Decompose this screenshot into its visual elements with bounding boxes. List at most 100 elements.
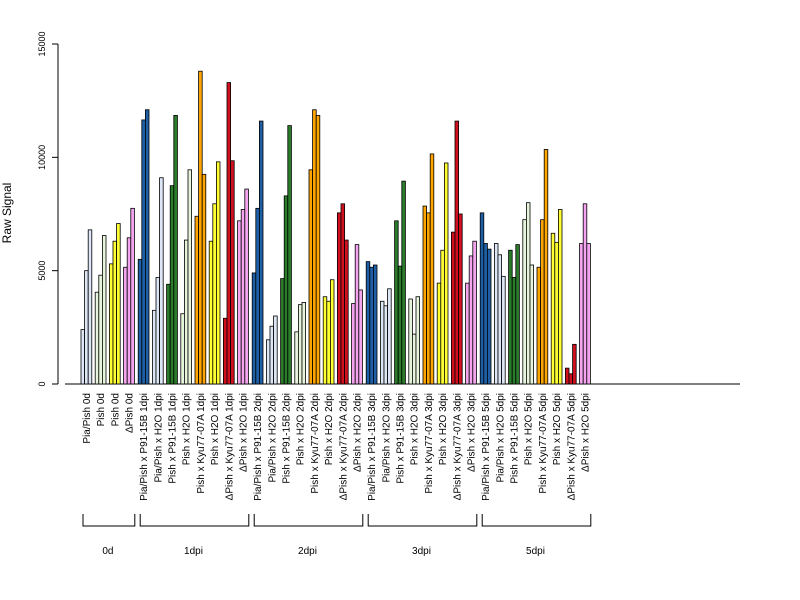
bar — [372, 264, 378, 385]
x-tick-label: Pish x H2O 3dpi — [410, 393, 421, 465]
bar — [572, 343, 577, 385]
bar — [493, 243, 499, 385]
group-bracket — [253, 514, 364, 527]
bar — [379, 300, 385, 385]
x-tick-label: Pia/Pish x H2O 3dpi — [381, 393, 392, 483]
group-bracket — [139, 514, 250, 527]
bar — [511, 277, 517, 385]
x-tick-label: ΔPish x Kyu77-07A 3dpi — [452, 393, 463, 500]
bar — [151, 309, 157, 385]
bar — [169, 185, 175, 385]
x-tick-label: ΔPish x Kyu77-07A 2dpi — [338, 393, 349, 500]
bar — [429, 153, 435, 385]
bar — [411, 333, 417, 385]
bar — [180, 313, 185, 385]
x-tick-label: Pish x H2O 5dpi — [524, 393, 535, 465]
bar — [568, 373, 573, 385]
bar — [269, 325, 274, 385]
x-tick-label: ΔPish x Kyu77-07A 1dpi — [224, 393, 235, 500]
bar — [465, 282, 470, 385]
x-tick-labels: Pia/Pish 0d Pish 0d Pish 0d ΔPish 0d Pia/Pis… — [82, 393, 592, 501]
bar — [198, 70, 203, 385]
bar — [468, 255, 474, 385]
y-tick-label: 0 — [37, 381, 47, 386]
bar — [280, 278, 285, 385]
group-label: 2dpi — [298, 546, 317, 557]
x-tick-label: Pia/Pish x P91-15B 3dpi — [367, 393, 378, 501]
bar — [159, 177, 164, 385]
bar — [187, 169, 192, 385]
x-tick-label: Pish x P91-15B 5dpi — [510, 393, 521, 484]
bar — [369, 266, 374, 385]
bar — [579, 243, 584, 385]
bar — [450, 231, 456, 385]
x-tick-label: Pish x H2O 1dpi — [182, 393, 193, 465]
bar — [401, 180, 406, 385]
bar — [483, 243, 488, 385]
x-tick-label: Pish 0d — [110, 393, 121, 426]
bar — [358, 289, 363, 385]
x-tick-label: Pia/Pish x P91-15B 2dpi — [253, 393, 264, 501]
x-tick-label: Pia/Pish x P91-15B 5dpi — [481, 393, 492, 501]
bar — [173, 115, 178, 385]
bar — [283, 195, 289, 385]
bar — [183, 239, 189, 385]
bar — [287, 125, 292, 385]
bar — [237, 220, 242, 385]
bar — [273, 315, 278, 385]
bar — [526, 202, 531, 385]
group-bracket — [82, 514, 136, 527]
bar — [536, 266, 541, 385]
bar — [98, 274, 103, 385]
x-tick-label: ΔPish 0d — [125, 393, 136, 433]
bar — [508, 249, 513, 385]
bar — [394, 220, 399, 385]
y-axis: 0 5000 10000 15000 — [37, 31, 59, 387]
bar — [301, 301, 306, 385]
bar — [166, 283, 171, 385]
bar — [522, 219, 527, 385]
bar — [123, 266, 128, 385]
bar — [351, 303, 356, 385]
bar — [322, 296, 328, 385]
bar — [308, 169, 313, 385]
bar — [84, 270, 89, 385]
x-tick-label: ΔPish x H2O 3dpi — [467, 393, 478, 472]
x-tick-label: Pia/Pish x P91-15B 1dpi — [139, 393, 150, 501]
bar — [479, 212, 485, 385]
bar — [440, 249, 445, 385]
bar — [226, 82, 231, 385]
bar — [586, 243, 591, 385]
bar — [230, 160, 235, 385]
group-bracket — [367, 514, 478, 527]
x-tick-label: Pia/Pish x H2O 5dpi — [495, 393, 506, 483]
bar — [251, 272, 257, 385]
bar — [312, 109, 317, 385]
bar — [443, 162, 449, 385]
y-tick-label: 5000 — [37, 261, 47, 281]
bar — [155, 277, 160, 385]
x-tick-label: Pia/Pish 0d — [82, 393, 93, 444]
bar — [201, 173, 207, 385]
x-tick-label: ΔPish x Kyu77-07A 5dpi — [566, 393, 577, 500]
bar — [543, 148, 549, 385]
group-label: 0d — [102, 546, 113, 557]
bar — [515, 244, 520, 385]
bar — [141, 119, 146, 385]
group-label: 3dpi — [412, 546, 431, 557]
x-tick-label: Pish x H2O 3dpi — [438, 393, 449, 465]
bar — [144, 109, 150, 385]
bar — [80, 329, 85, 385]
y-tick-label: 10000 — [37, 145, 47, 170]
bar — [294, 331, 299, 385]
bar — [212, 203, 217, 385]
bar — [497, 254, 502, 385]
bar — [130, 207, 135, 385]
x-tick-label: ΔPish x H2O 1dpi — [239, 393, 250, 472]
bar — [383, 305, 388, 385]
bar — [458, 213, 463, 385]
bar — [116, 223, 121, 385]
group-bracket — [481, 514, 592, 527]
bar — [87, 229, 93, 385]
